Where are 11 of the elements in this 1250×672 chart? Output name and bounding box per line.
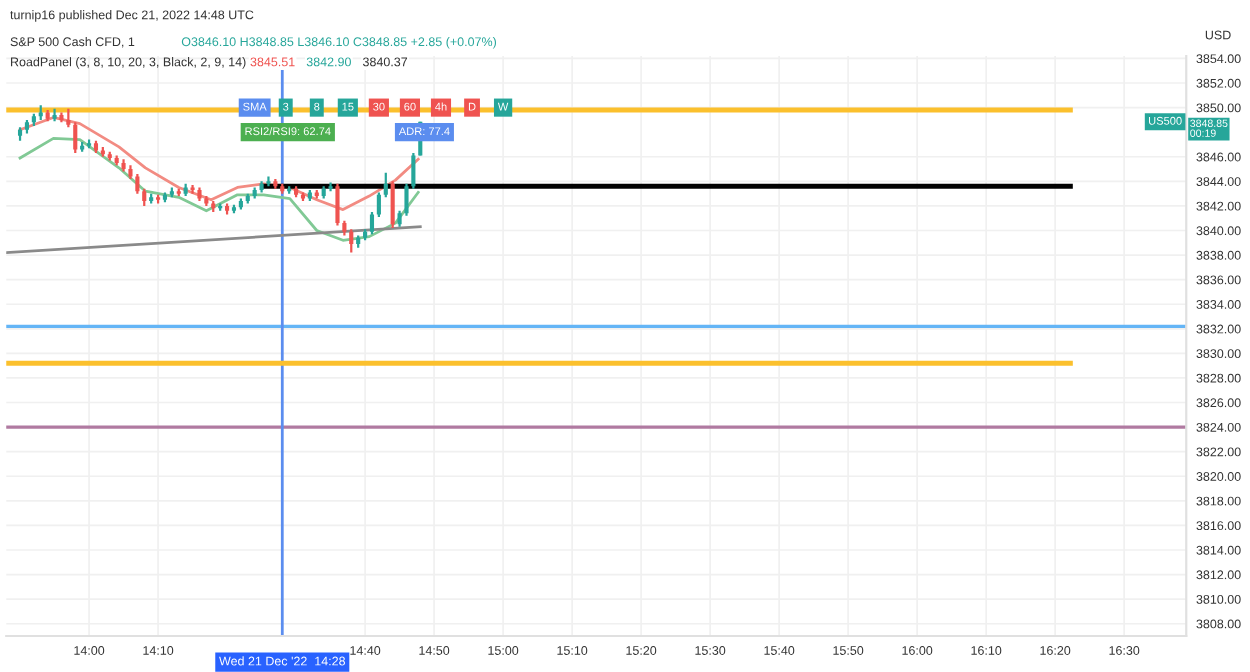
candlestick <box>369 210 375 236</box>
candlestick <box>135 172 140 195</box>
candlestick <box>390 180 395 230</box>
candlestick <box>349 228 354 254</box>
candlestick <box>335 182 340 227</box>
candlestick <box>190 183 195 195</box>
candlestick <box>66 107 71 129</box>
candlestick <box>266 175 271 188</box>
candlestick <box>383 171 388 199</box>
candlestick <box>73 121 78 155</box>
candlestick <box>376 191 381 219</box>
